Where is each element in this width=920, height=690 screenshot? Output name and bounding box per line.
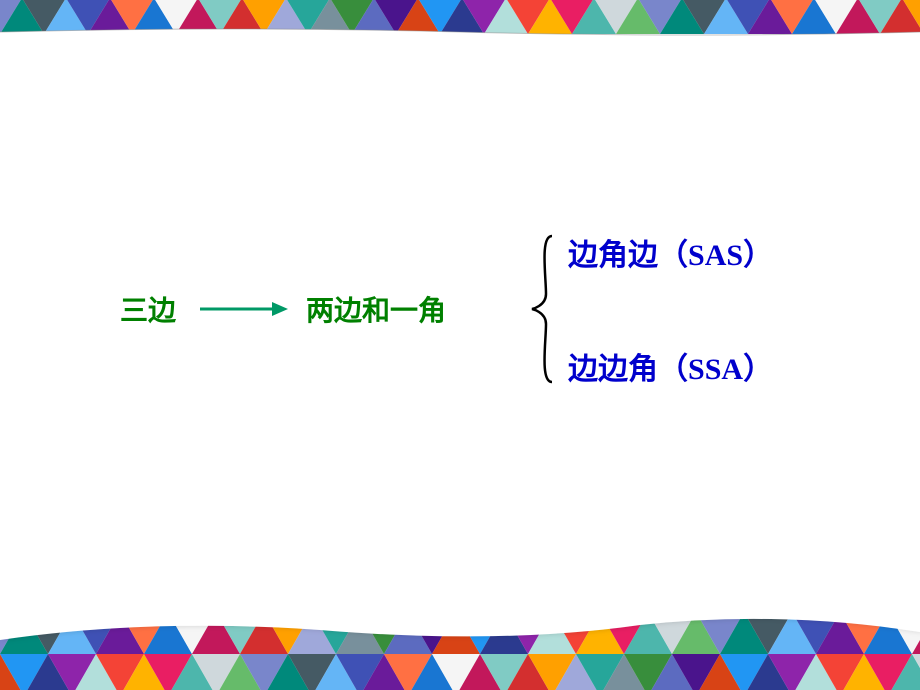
right-item-sas: 边角边（SAS） <box>568 230 773 274</box>
left-label: 三边 <box>120 289 176 329</box>
mid-label: 两边和一角 <box>306 289 446 329</box>
right-item-cn: 边边角 <box>568 353 658 386</box>
right-items-list: 边角边（SAS） 边边角（SSA） <box>568 230 773 388</box>
right-item-ssa: 边边角（SSA） <box>568 344 773 388</box>
right-item-abbr: SAS <box>688 239 743 272</box>
right-item-abbr: SSA <box>688 353 743 386</box>
brace-group: 边角边（SAS） 边边角（SSA） <box>526 230 773 388</box>
right-item-cn: 边角边 <box>568 239 658 272</box>
brace-icon <box>526 234 556 384</box>
diagram-content: 三边 两边和一角 边角边（SAS） 边边角（SSA） <box>120 230 773 388</box>
top-triangle-border <box>0 0 920 40</box>
arrow-icon <box>198 299 288 319</box>
bottom-triangle-border <box>0 610 920 690</box>
